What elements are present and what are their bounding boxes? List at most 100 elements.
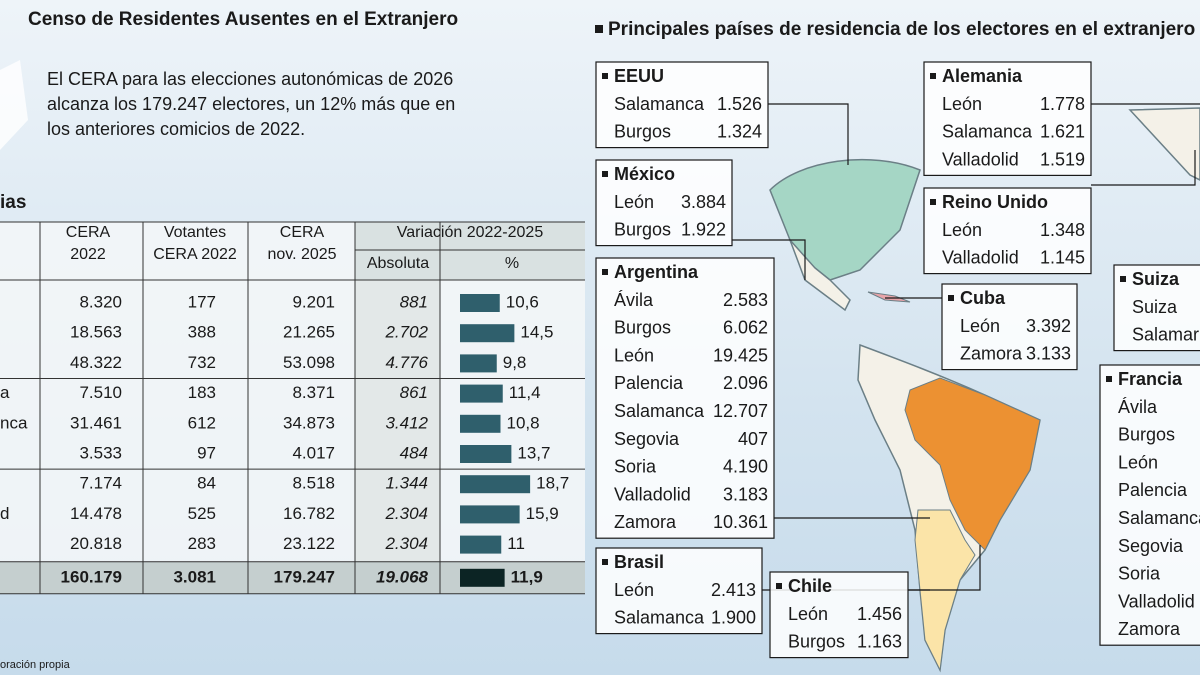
bullet: [595, 25, 603, 33]
table-cell: 14.478: [70, 504, 122, 523]
absolute-change: 881: [400, 292, 428, 311]
absolute-change: 1.344: [385, 474, 428, 493]
pct-bar: [460, 445, 512, 463]
voters: 12.707: [713, 401, 768, 421]
box-frame: [595, 547, 763, 635]
voters: 4.190: [723, 457, 768, 477]
country-box: EEUU Salamanca 1.526 Burgos 1.324: [595, 61, 769, 149]
province: León: [942, 94, 982, 114]
table-cell: 97: [197, 443, 216, 462]
pct-bar: [460, 294, 500, 312]
pct-label: 11: [507, 534, 525, 553]
connector: [732, 239, 806, 280]
province: Valladolid: [942, 248, 1019, 268]
table-cell: 183: [188, 383, 216, 402]
column-header: 2022: [70, 246, 106, 263]
pct-bar: [460, 568, 505, 587]
country-name: Reino Unido: [942, 192, 1048, 212]
box-bullet: [602, 269, 608, 275]
province: Ávila: [614, 290, 654, 310]
map-title: Principales países de residencia de los …: [608, 19, 1195, 40]
voters: 3.133: [1026, 344, 1071, 364]
absolute-change: 2.304: [384, 504, 428, 523]
province: Soria: [614, 457, 657, 477]
table-cell: 3.533: [79, 443, 122, 462]
country-box: Suiza Suiza Salamar: [1113, 264, 1200, 352]
province: Burgos: [1118, 425, 1175, 445]
table-bg: [0, 222, 585, 594]
table-cell: 84: [197, 474, 216, 493]
country-box: Argentina Ávila 2.583 Burgos 6.062 León 19.425…: [595, 257, 775, 539]
pct-label: 9,8: [503, 353, 527, 372]
province: León: [788, 604, 828, 624]
province: León: [614, 345, 654, 365]
province: Burgos: [614, 220, 671, 240]
pct-label: 18,7: [536, 474, 569, 493]
voters: 1.922: [681, 220, 726, 240]
voters: 6.062: [723, 318, 768, 338]
country-name: Argentina: [614, 262, 699, 282]
country-name: Suiza: [1132, 269, 1180, 289]
column-header: Variación 2022-2025: [397, 224, 544, 241]
table-cell: 8.518: [292, 474, 335, 493]
pct-bar: [460, 384, 503, 403]
province: Burgos: [788, 632, 845, 652]
country-name: Francia: [1118, 369, 1183, 389]
country-box: Francia Ávila Burgos León Palencia Salamanca S…: [1099, 364, 1200, 646]
absolute-col-bg: [355, 280, 440, 562]
voters: 1.348: [1040, 220, 1085, 240]
voters: 2.096: [723, 373, 768, 393]
province: León: [1118, 452, 1158, 472]
voters: 1.324: [717, 122, 762, 142]
box-frame: [769, 571, 909, 659]
table-cell: 20.818: [70, 534, 122, 553]
voters: 1.526: [717, 94, 762, 114]
province: Salamanca: [614, 94, 705, 114]
province: Ávila: [1118, 397, 1158, 417]
province: Valladolid: [1118, 591, 1195, 611]
pct-label: 11,9: [511, 567, 543, 586]
row-label: a: [0, 383, 10, 402]
intro-line: alcanza los 179.247 electores, un 12% má…: [47, 94, 455, 114]
province: Salamar: [1132, 325, 1199, 345]
voters: 1.145: [1040, 248, 1085, 268]
box-frame: [1113, 264, 1200, 352]
table-cell: 160.179: [61, 567, 122, 586]
north-america: [769, 158, 921, 281]
voters: 1.163: [857, 632, 902, 652]
country-box: Alemania León 1.778 Salamanca 1.621 Valladoli…: [923, 61, 1092, 177]
pct-label: 11,4: [509, 383, 541, 402]
country-name: Cuba: [960, 288, 1006, 308]
province: León: [942, 220, 982, 240]
table-cell: 23.122: [283, 534, 335, 553]
province: León: [614, 580, 654, 600]
intro-line: los anteriores comicios de 2022.: [47, 119, 305, 139]
table-cell: 525: [188, 504, 216, 523]
box-bullet: [930, 199, 936, 205]
source: oración propia: [0, 659, 71, 671]
column-header: Votantes: [164, 224, 226, 241]
table-cell: 179.247: [274, 567, 335, 586]
box-bullet: [602, 73, 608, 79]
absolute-change: 3.412: [385, 413, 428, 432]
country-name: Brasil: [614, 552, 664, 572]
table-cell: 7.174: [79, 474, 122, 493]
absolute-change: 484: [400, 443, 428, 462]
column-header: nov. 2025: [267, 246, 336, 263]
table-cell: 9.201: [292, 292, 335, 311]
box-frame: [923, 61, 1092, 177]
pct-bar: [460, 354, 497, 373]
box-bullet: [602, 171, 608, 177]
province: Salamanca: [942, 122, 1033, 142]
voters: 1.900: [711, 608, 756, 628]
box-frame: [941, 283, 1078, 371]
country-box: Chile León 1.456 Burgos 1.163: [769, 571, 909, 659]
row-label: nca: [0, 413, 28, 432]
table-cell: 7.510: [79, 383, 122, 402]
province: Burgos: [614, 318, 671, 338]
ballot-icon: [0, 60, 28, 150]
table-cell: 612: [188, 413, 216, 432]
voters: 10.361: [713, 512, 768, 532]
